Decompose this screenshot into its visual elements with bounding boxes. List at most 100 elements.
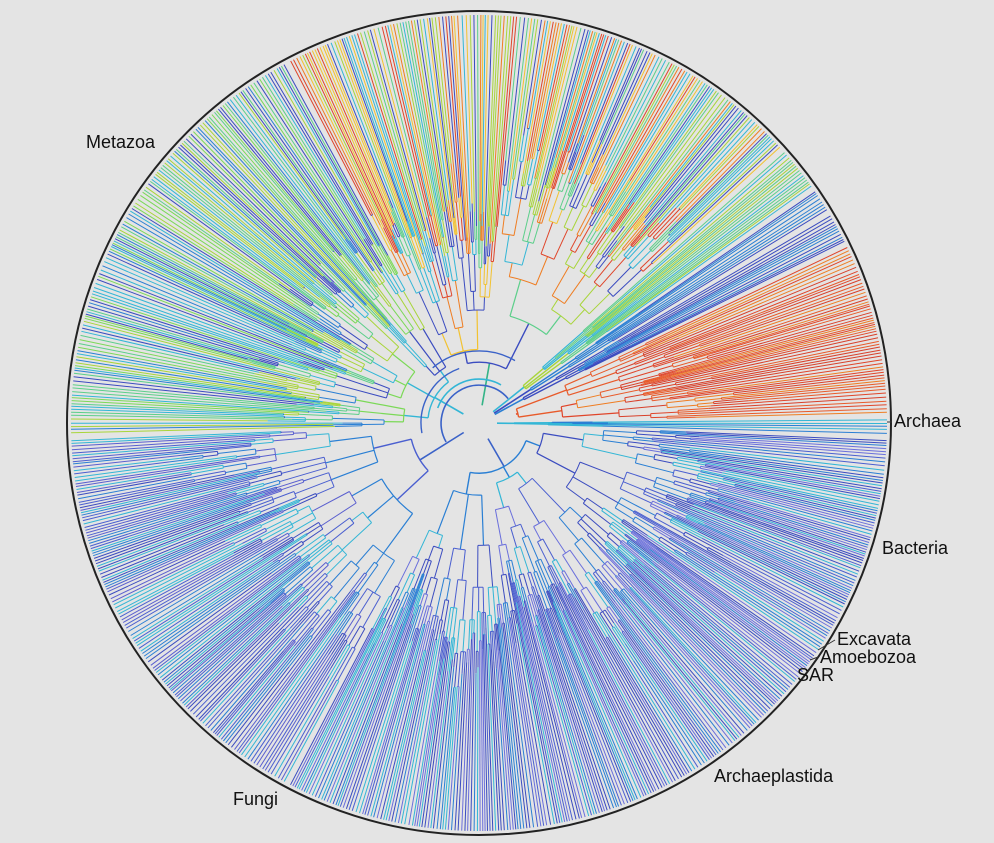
branch-arc	[317, 312, 320, 315]
branch	[633, 660, 702, 766]
branch	[216, 653, 286, 736]
branch	[527, 572, 533, 588]
branch-arc	[372, 269, 375, 272]
branch	[626, 542, 655, 566]
branch	[623, 481, 646, 491]
branch	[467, 237, 470, 254]
branch	[476, 667, 479, 832]
branch	[723, 455, 884, 479]
branch-arc	[434, 366, 447, 376]
branch	[277, 363, 311, 375]
branch	[709, 484, 874, 529]
branch-arc	[522, 240, 534, 244]
branch	[705, 463, 881, 497]
branch	[508, 17, 526, 160]
branch	[592, 160, 792, 328]
branch-arc	[450, 348, 478, 356]
branch	[627, 541, 653, 562]
branch-arc	[315, 493, 318, 497]
branch	[92, 501, 246, 554]
branch	[311, 491, 350, 512]
branch	[410, 628, 419, 652]
branch	[385, 650, 427, 821]
branch	[304, 53, 385, 221]
branch	[258, 371, 288, 380]
branch	[315, 388, 357, 398]
branch	[443, 211, 451, 247]
branch	[530, 170, 540, 207]
branch	[579, 258, 589, 272]
branch	[706, 347, 737, 357]
branch	[85, 313, 248, 360]
branch	[527, 595, 537, 626]
branch	[677, 456, 698, 462]
branch-arc	[400, 252, 403, 255]
branch	[153, 176, 297, 285]
branch	[624, 534, 803, 672]
branch	[607, 636, 690, 774]
branch	[373, 28, 431, 239]
branch	[559, 33, 603, 166]
branch	[610, 592, 730, 746]
branch	[336, 612, 352, 635]
branch	[679, 125, 760, 211]
branch	[311, 544, 339, 569]
branch-arc	[469, 440, 527, 474]
branch	[579, 44, 633, 176]
branch	[233, 96, 360, 265]
branch	[359, 640, 413, 814]
branch	[205, 622, 300, 727]
branch-arc	[271, 496, 275, 503]
branch	[675, 378, 694, 384]
branch-arc	[293, 491, 297, 498]
branch-arc	[601, 507, 605, 511]
branch	[355, 399, 405, 410]
branch	[700, 470, 879, 509]
branch	[289, 608, 309, 629]
branch-arc	[264, 528, 267, 532]
branch	[646, 335, 668, 346]
branch	[447, 686, 460, 830]
branch	[286, 388, 320, 396]
branch	[471, 587, 474, 620]
branch	[335, 302, 358, 322]
branch	[647, 222, 660, 236]
branch-arc	[424, 593, 428, 596]
branch	[596, 197, 619, 232]
branch	[220, 106, 342, 256]
branch	[505, 574, 513, 611]
branch	[481, 14, 486, 227]
branch	[575, 331, 619, 360]
branch-arc	[420, 588, 424, 591]
branch	[457, 662, 468, 831]
branch	[506, 629, 535, 828]
branch	[335, 293, 352, 308]
branch	[373, 624, 426, 818]
branch	[564, 162, 570, 175]
branch-arc	[595, 229, 598, 232]
branch	[430, 215, 439, 246]
branch	[569, 235, 579, 251]
branch	[259, 453, 276, 458]
branch	[353, 628, 366, 649]
branch	[228, 484, 251, 492]
branch	[585, 165, 797, 337]
branch	[319, 401, 341, 406]
branch-arc	[540, 253, 555, 260]
branch-arc	[567, 582, 570, 585]
branch	[112, 242, 305, 338]
branch	[609, 598, 724, 751]
branch	[568, 143, 579, 170]
branch	[659, 371, 677, 377]
branch	[539, 198, 548, 223]
branch	[697, 461, 881, 495]
branch	[369, 281, 390, 307]
branch	[635, 516, 654, 529]
branch	[635, 217, 646, 231]
branch-arc	[560, 406, 564, 418]
branch-arc	[617, 572, 621, 575]
branch	[676, 514, 850, 596]
branch-arc	[319, 263, 321, 266]
branch	[591, 48, 643, 163]
branch-arc	[372, 544, 395, 562]
